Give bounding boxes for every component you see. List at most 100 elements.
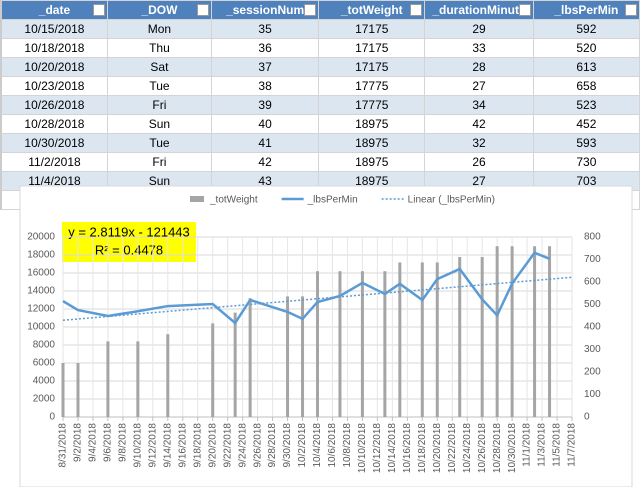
- bar: [316, 271, 319, 417]
- cell: 658: [532, 76, 640, 96]
- r-squared: R² = 0.4478: [95, 242, 163, 257]
- cell: 592: [532, 19, 640, 39]
- bar: [301, 296, 305, 417]
- y2-tick-label: 700: [584, 254, 601, 265]
- x-tick-label: 10/20/2018: [432, 423, 443, 473]
- x-tick-label: 9/12/2018: [147, 423, 158, 468]
- y2-tick-label: 800: [584, 232, 601, 243]
- bar: [495, 246, 499, 417]
- x-tick-label: 10/30/2018: [507, 423, 518, 473]
- column-header: _totWeight: [318, 0, 426, 20]
- trendline: [62, 276, 573, 321]
- x-tick-label: 9/4/2018: [88, 423, 99, 462]
- y2-tick-label: 300: [584, 344, 601, 355]
- legend-label: _lbsPerMin: [307, 195, 358, 206]
- x-tick-label: 10/6/2018: [327, 423, 338, 468]
- column-header: _DOW: [106, 0, 212, 20]
- cell: 17175: [318, 19, 426, 39]
- table-row: 11/2/2018 Fri 42 18975 26 730: [0, 152, 640, 172]
- filter-button[interactable]: [92, 4, 105, 16]
- y-tick-label: 8000: [33, 340, 56, 351]
- filter-button[interactable]: [304, 4, 317, 16]
- x-tick-label: 10/8/2018: [342, 423, 353, 468]
- equation: y = 2.8119x - 121443: [68, 224, 190, 239]
- y2-tick-label: 200: [584, 367, 601, 378]
- cell: 452: [532, 114, 640, 134]
- bar: [338, 271, 342, 417]
- x-tick-label: 11/7/2018: [567, 423, 578, 467]
- x-tick-label: 10/12/2018: [372, 423, 383, 473]
- cell: 41: [210, 133, 320, 153]
- table-row: 10/26/2018 Fri 39 17775 34 523: [0, 95, 640, 115]
- cell: Mon: [106, 19, 212, 39]
- x-tick-label: 10/10/2018: [357, 423, 368, 473]
- column-header: _date: [1, 0, 108, 20]
- x-tick-label: 9/6/2018: [103, 423, 114, 462]
- x-tick-label: 9/14/2018: [162, 423, 173, 468]
- x-tick-label: 11/1/2018: [522, 423, 533, 467]
- x-tick-label: 9/24/2018: [237, 423, 248, 468]
- filter-button[interactable]: [410, 4, 423, 16]
- cell: 35: [210, 19, 320, 39]
- x-tick-label: 10/2/2018: [297, 423, 308, 468]
- x-tick-label: 9/2/2018: [73, 423, 84, 462]
- column-header: _sessionNum: [210, 0, 320, 20]
- bar: [286, 296, 290, 417]
- table-row: 10/20/2018 Sat 37 17175 28 613: [0, 57, 640, 77]
- bar: [435, 262, 439, 417]
- column-header: _durationMinute: [424, 0, 534, 20]
- x-tick-label: 9/10/2018: [132, 423, 143, 468]
- bar: [136, 341, 140, 417]
- cell: 10/18/2018: [1, 38, 108, 58]
- filter-button[interactable]: [518, 4, 531, 16]
- bar: [106, 341, 110, 417]
- x-tick-label: 9/16/2018: [177, 423, 188, 468]
- cell: 29: [424, 19, 534, 39]
- x-tick-label: 9/30/2018: [282, 423, 293, 468]
- x-tick-label: 9/26/2018: [252, 423, 263, 468]
- bar: [398, 262, 402, 417]
- bar: [233, 312, 237, 417]
- x-tick-label: 10/26/2018: [477, 423, 488, 473]
- y-tick-label: 4000: [33, 376, 56, 387]
- x-tick-label: 10/4/2018: [312, 423, 323, 468]
- filter-button[interactable]: [625, 4, 637, 16]
- y2-tick-label: 100: [584, 389, 601, 400]
- x-tick-label: 9/8/2018: [118, 423, 129, 462]
- table-row: 10/30/2018 Tue 41 18975 32 593: [0, 133, 640, 153]
- cell: 39: [210, 95, 320, 115]
- x-tick-label: 10/18/2018: [417, 423, 428, 473]
- row-header: [0, 190, 2, 210]
- bar: [548, 246, 552, 417]
- bar: [480, 257, 484, 417]
- column-header: _lbsPerMin: [532, 0, 640, 20]
- x-tick-label: 10/16/2018: [402, 423, 413, 473]
- filter-button[interactable]: [196, 4, 209, 16]
- cell: 18975: [318, 133, 426, 153]
- cell: 613: [532, 57, 640, 77]
- bar: [510, 246, 514, 417]
- cell: 10/15/2018: [1, 19, 108, 39]
- y2-tick-label: 0: [584, 412, 590, 423]
- header-row: _date _DOW _sessionNum _totWeight _durationM…: [0, 0, 640, 20]
- cell: 37: [210, 57, 320, 77]
- bar: [248, 298, 252, 417]
- y-tick-label: 10000: [27, 322, 55, 333]
- y2-tick-label: 400: [584, 322, 601, 333]
- cell: Thu: [106, 38, 212, 58]
- x-tick-label: 11/5/2018: [552, 423, 563, 467]
- cell: 28: [424, 57, 534, 77]
- y-tick-label: 18000: [27, 250, 55, 261]
- cell: Fri: [106, 95, 212, 115]
- cell: 42: [210, 152, 320, 172]
- y-tick-label: 16000: [27, 268, 55, 279]
- y2-tick-label: 600: [584, 277, 601, 288]
- bar: [458, 257, 462, 417]
- x-tick-label: 9/28/2018: [267, 423, 278, 468]
- y-tick-label: 14000: [27, 286, 55, 297]
- bar: [76, 363, 80, 417]
- y-tick-label: 2000: [33, 394, 56, 405]
- legend-label: Linear (_lbsPerMin): [408, 195, 495, 206]
- cell: 17775: [318, 95, 426, 115]
